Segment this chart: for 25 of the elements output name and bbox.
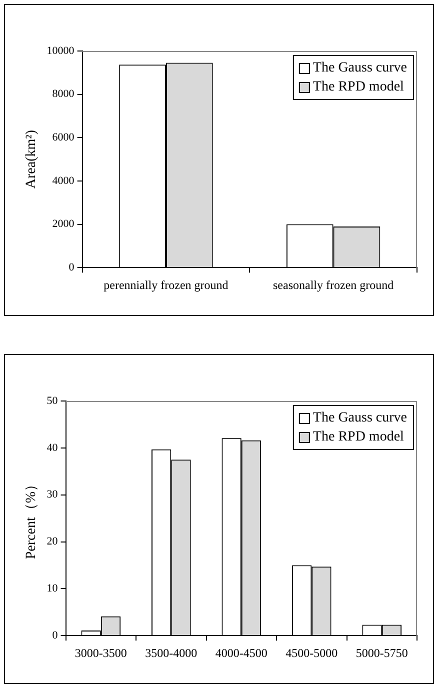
y-axis-title: Area(km²) bbox=[24, 130, 40, 189]
y-tick-label: 2000 bbox=[52, 218, 75, 230]
y-tick-label: 6000 bbox=[52, 132, 75, 144]
y-tick-label: 4000 bbox=[52, 174, 75, 187]
legend-label: The RPD model bbox=[312, 80, 404, 95]
legend-label: The Gauss curve bbox=[312, 410, 407, 426]
legend-label: The Gauss curve bbox=[312, 60, 407, 76]
x-tick-label: 3000-3500 bbox=[74, 646, 127, 660]
x-tick-label: seasonally frozen ground bbox=[273, 278, 394, 292]
x-tick-label: 4500-5000 bbox=[286, 646, 338, 660]
y-tick-label: 20 bbox=[46, 536, 58, 548]
x-tick-label: 5000-5750 bbox=[356, 646, 408, 660]
y-tick-label: 0 bbox=[68, 261, 75, 274]
y-tick-label: 10000 bbox=[46, 44, 75, 57]
y-tick-label: 30 bbox=[46, 488, 58, 501]
y-axis-title: Percent（%） bbox=[24, 477, 40, 560]
x-tick-label: 4000-4500 bbox=[215, 646, 268, 660]
y-tick-label: 40 bbox=[46, 442, 58, 454]
y-tick-label: 0 bbox=[52, 629, 58, 642]
legend-label: The RPD model bbox=[312, 430, 404, 445]
y-tick-label: 10 bbox=[46, 582, 58, 595]
x-tick-label: 3500-4000 bbox=[145, 646, 198, 660]
y-tick-label: 8000 bbox=[52, 88, 75, 100]
x-tick-label: perennially frozen ground bbox=[104, 278, 228, 292]
y-tick-label: 50 bbox=[46, 394, 58, 407]
